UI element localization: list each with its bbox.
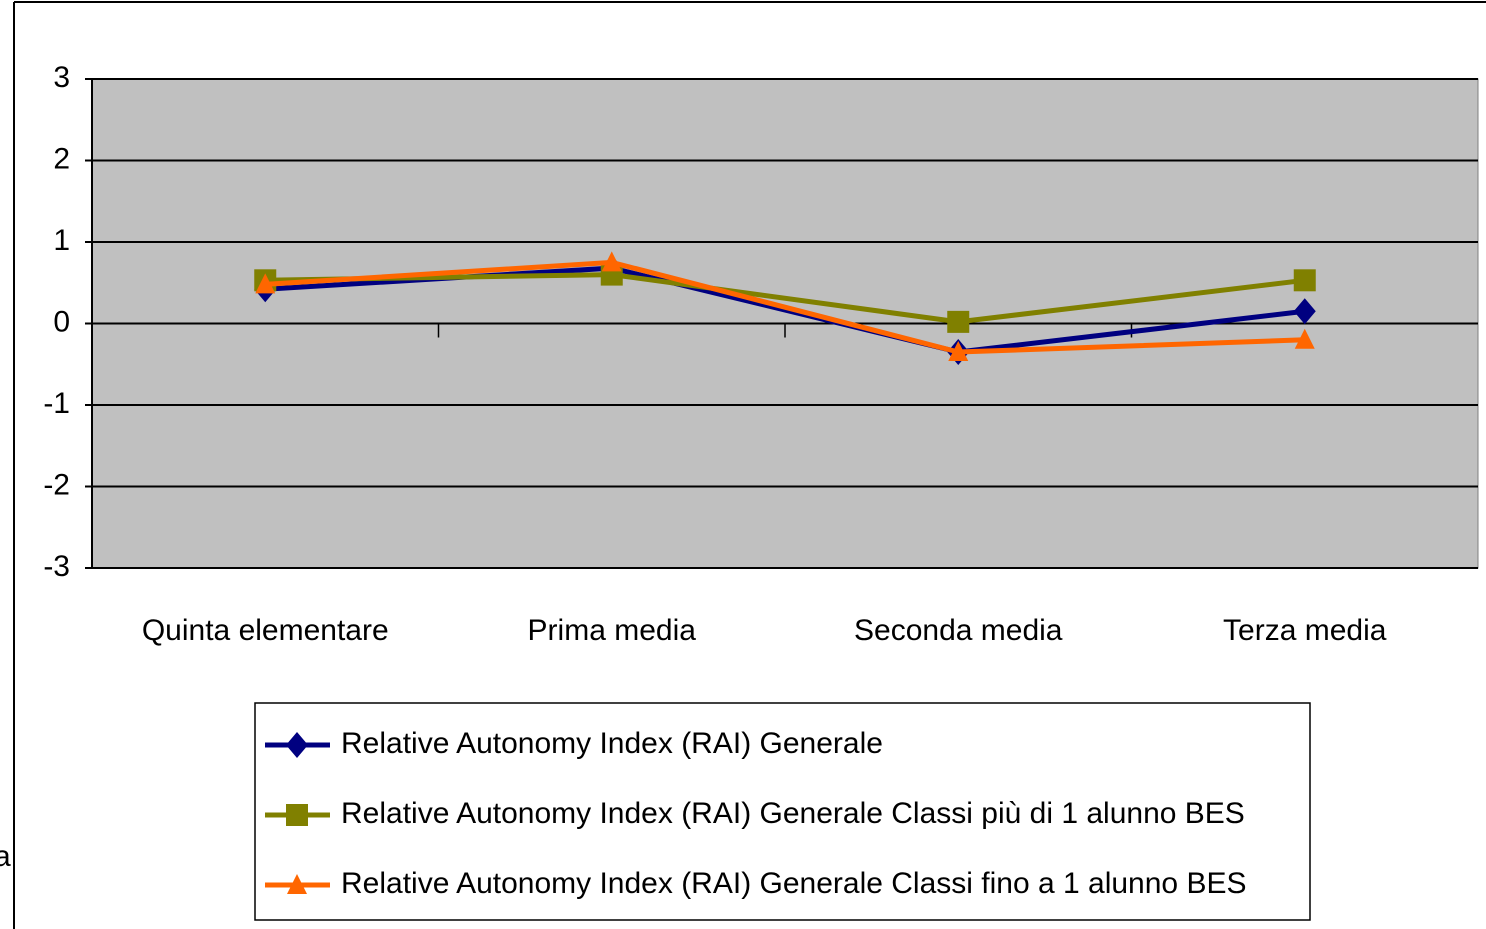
y-tick-label: -3 xyxy=(43,550,70,583)
series-line xyxy=(265,259,1305,355)
legend-marker xyxy=(287,874,307,894)
series-marker xyxy=(1294,328,1315,349)
legend-label: Relative Autonomy Index (RAI) Generale C… xyxy=(341,797,1245,830)
x-tick-label: Quinta elementare xyxy=(142,614,389,647)
legend-label: Relative Autonomy Index (RAI) Generale xyxy=(341,727,883,760)
x-tick-label: Terza media xyxy=(1223,614,1387,647)
x-tick-label: Prima media xyxy=(528,614,697,647)
y-tick-label: 1 xyxy=(53,224,70,257)
series-marker xyxy=(1293,269,1316,292)
legend-marker xyxy=(286,804,308,826)
series-marker xyxy=(947,310,970,333)
legend-marker xyxy=(286,732,308,758)
series-marker xyxy=(601,251,622,272)
y-tick-label: 2 xyxy=(53,142,70,175)
series-line xyxy=(265,272,1306,325)
y-tick-label: 3 xyxy=(53,61,70,94)
y-tick-label: -1 xyxy=(43,387,70,420)
series-marker xyxy=(948,341,969,362)
legend xyxy=(254,702,1311,921)
y-tick-label: 0 xyxy=(53,305,70,338)
series-marker xyxy=(1293,298,1316,325)
legend-label: Relative Autonomy Index (RAI) Generale C… xyxy=(341,867,1246,900)
cut-text: a xyxy=(0,840,11,873)
series-marker xyxy=(255,273,276,294)
x-tick-label: Seconda media xyxy=(854,614,1063,647)
y-tick-label: -2 xyxy=(43,468,70,501)
